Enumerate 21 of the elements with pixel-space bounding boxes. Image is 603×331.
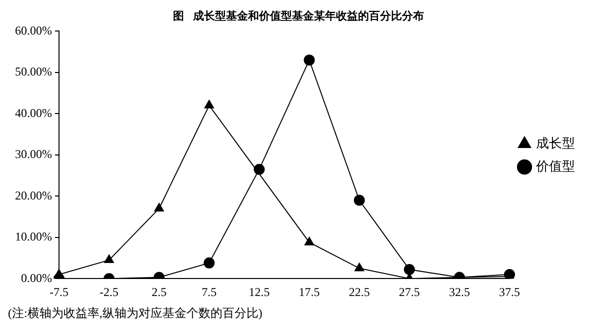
y-tick-label: 60.00% xyxy=(14,23,52,38)
x-tick-label: -2.5 xyxy=(100,284,119,299)
y-tick-label: 20.00% xyxy=(14,188,52,202)
x-tick-label: 37.5 xyxy=(499,284,520,299)
text: (注:横轴为收益率,纵轴为对应基金个数的百分比) xyxy=(8,305,264,322)
x-tick-label: -7.5 xyxy=(49,284,68,299)
y-tick-label: 0.00% xyxy=(20,270,52,285)
x-tick-label: 27.5 xyxy=(398,284,420,299)
chart-title: 图 成长型基金和价值型基金某年收益的百分比分布 xyxy=(172,10,424,23)
x-tick-label: 17.5 xyxy=(298,284,320,299)
x-tick-label: 2.5 xyxy=(152,284,167,299)
x-tick-label: 32.5 xyxy=(448,284,470,299)
x-tick-label: 7.5 xyxy=(202,284,217,299)
x-tick-label: 22.5 xyxy=(348,284,370,299)
y-tick-label: 40.00% xyxy=(14,106,52,120)
y-tick-label: 30.00% xyxy=(14,147,52,162)
legend-label: 成长型 xyxy=(536,135,575,150)
x-tick-label: 12.5 xyxy=(248,284,270,299)
y-tick-label: 50.00% xyxy=(14,64,52,79)
y-tick-label: 10.00% xyxy=(14,230,52,244)
legend-label: 价值型 xyxy=(535,158,575,174)
